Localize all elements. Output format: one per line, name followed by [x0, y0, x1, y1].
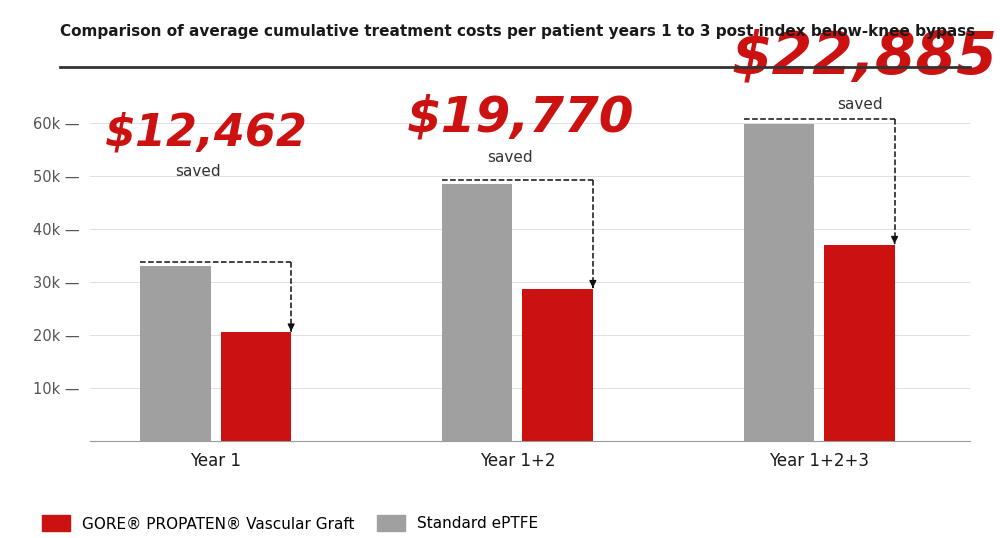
Text: $12,462: $12,462 [105, 112, 308, 155]
Legend: GORE® PROPATEN® Vascular Graft, Standard ePTFE: GORE® PROPATEN® Vascular Graft, Standard… [36, 509, 544, 537]
Bar [744, 124, 814, 441]
Text: saved: saved [175, 164, 221, 179]
Bar [140, 266, 211, 441]
Text: saved: saved [487, 151, 533, 165]
Text: $22,885: $22,885 [731, 29, 997, 86]
Bar [221, 332, 291, 441]
Text: saved: saved [837, 97, 882, 112]
Bar [824, 245, 895, 441]
Text: Comparison of average cumulative treatment costs per patient years 1 to 3 post i: Comparison of average cumulative treatme… [60, 24, 975, 39]
Bar [522, 289, 593, 441]
Text: $19,770: $19,770 [407, 94, 634, 141]
Bar [442, 184, 512, 441]
